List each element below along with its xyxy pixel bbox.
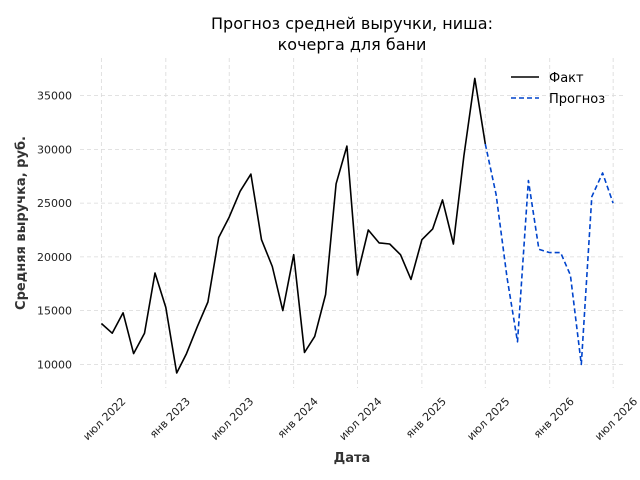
y-tick-label: 10000 [37, 358, 72, 371]
y-tick-label: 35000 [37, 90, 72, 103]
chart-title: Прогноз средней выручки, ниша: кочерга дл… [211, 14, 493, 54]
y-tick-label: 15000 [37, 305, 72, 318]
grid [80, 58, 624, 388]
y-tick-label: 30000 [37, 143, 72, 156]
x-axis-label: Дата [334, 451, 371, 466]
series [100, 77, 614, 374]
series-line-forecast [484, 143, 614, 366]
series-line-fact [100, 77, 487, 374]
legend-label-forecast: Прогноз [549, 92, 605, 107]
y-tick-label: 25000 [37, 197, 72, 210]
legend: Факт Прогноз [511, 71, 605, 107]
y-tick-label: 20000 [37, 251, 72, 264]
y-axis-ticks: 10000 15000 20000 25000 30000 35000 [37, 90, 72, 372]
y-axis-label: Средняя выручка, руб. [14, 136, 29, 310]
legend-label-fact: Факт [549, 71, 584, 86]
